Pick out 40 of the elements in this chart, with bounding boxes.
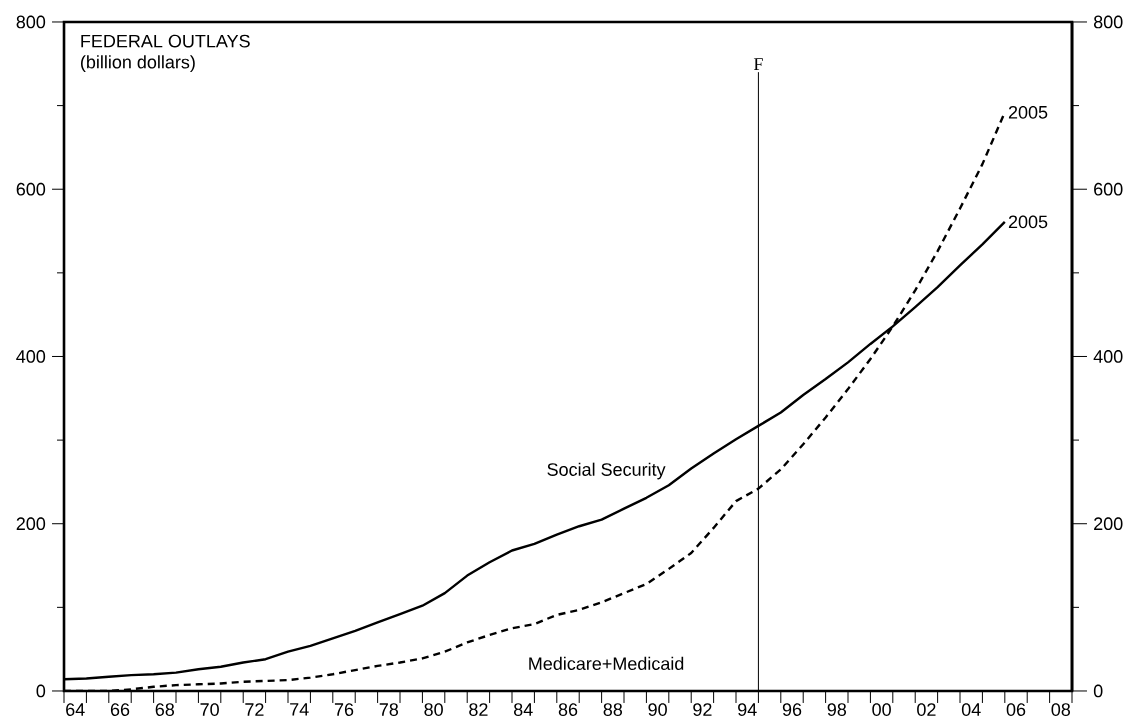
- y2-tick-label: 400: [1093, 350, 1123, 363]
- series-label: Social Security: [547, 462, 666, 480]
- text: (billion dollars): [81, 55, 195, 73]
- x-tick-label: 92: [693, 703, 712, 716]
- x-tick-label: 98: [827, 703, 847, 716]
- x-tick-label: 64: [66, 703, 85, 716]
- y-tick-label: 0: [36, 684, 46, 698]
- y-tick-label: 400: [16, 350, 46, 363]
- y-tick-label: 800: [16, 15, 46, 29]
- x-tick-label: 78: [379, 703, 399, 716]
- series-label: Medicare+Medicaid: [529, 656, 684, 670]
- x-tick-label: 76: [334, 703, 354, 716]
- x-tick-label: 94: [738, 703, 757, 716]
- x-tick-label: 74: [290, 703, 309, 716]
- x-tick-label: 86: [558, 703, 578, 716]
- x-tick-label: 68: [155, 703, 175, 716]
- x-tick-label: 72: [245, 703, 264, 716]
- x-tick-label: 02: [917, 703, 936, 716]
- x-tick-label: 96: [782, 703, 802, 716]
- ref-line-label: F: [753, 58, 763, 70]
- x-tick-label: 06: [1006, 703, 1026, 716]
- x-tick-label: 66: [110, 703, 130, 716]
- y2-tick-label: 800: [1093, 15, 1123, 29]
- y2-tick-label: 0: [1093, 684, 1103, 698]
- text: FEDERAL OUTLAYS: [81, 34, 250, 48]
- x-tick-label: 88: [603, 703, 623, 716]
- x-tick-label: 70: [200, 703, 219, 716]
- annotation: 2005: [1008, 105, 1048, 119]
- y-tick-label: 600: [16, 182, 46, 196]
- x-tick-label: 04: [961, 703, 981, 716]
- x-tick-label: 80: [424, 703, 443, 716]
- x-tick-label: 84: [513, 703, 533, 716]
- y2-tick-label: 200: [1094, 517, 1123, 531]
- x-tick-label: 82: [469, 703, 488, 716]
- y-tick-label: 200: [16, 517, 46, 531]
- x-tick-label: 90: [648, 703, 667, 716]
- annotation: 2005: [1008, 215, 1048, 229]
- x-tick-label: 00: [872, 703, 891, 716]
- x-tick-label: 08: [1051, 703, 1071, 716]
- y2-tick-label: 600: [1094, 182, 1123, 196]
